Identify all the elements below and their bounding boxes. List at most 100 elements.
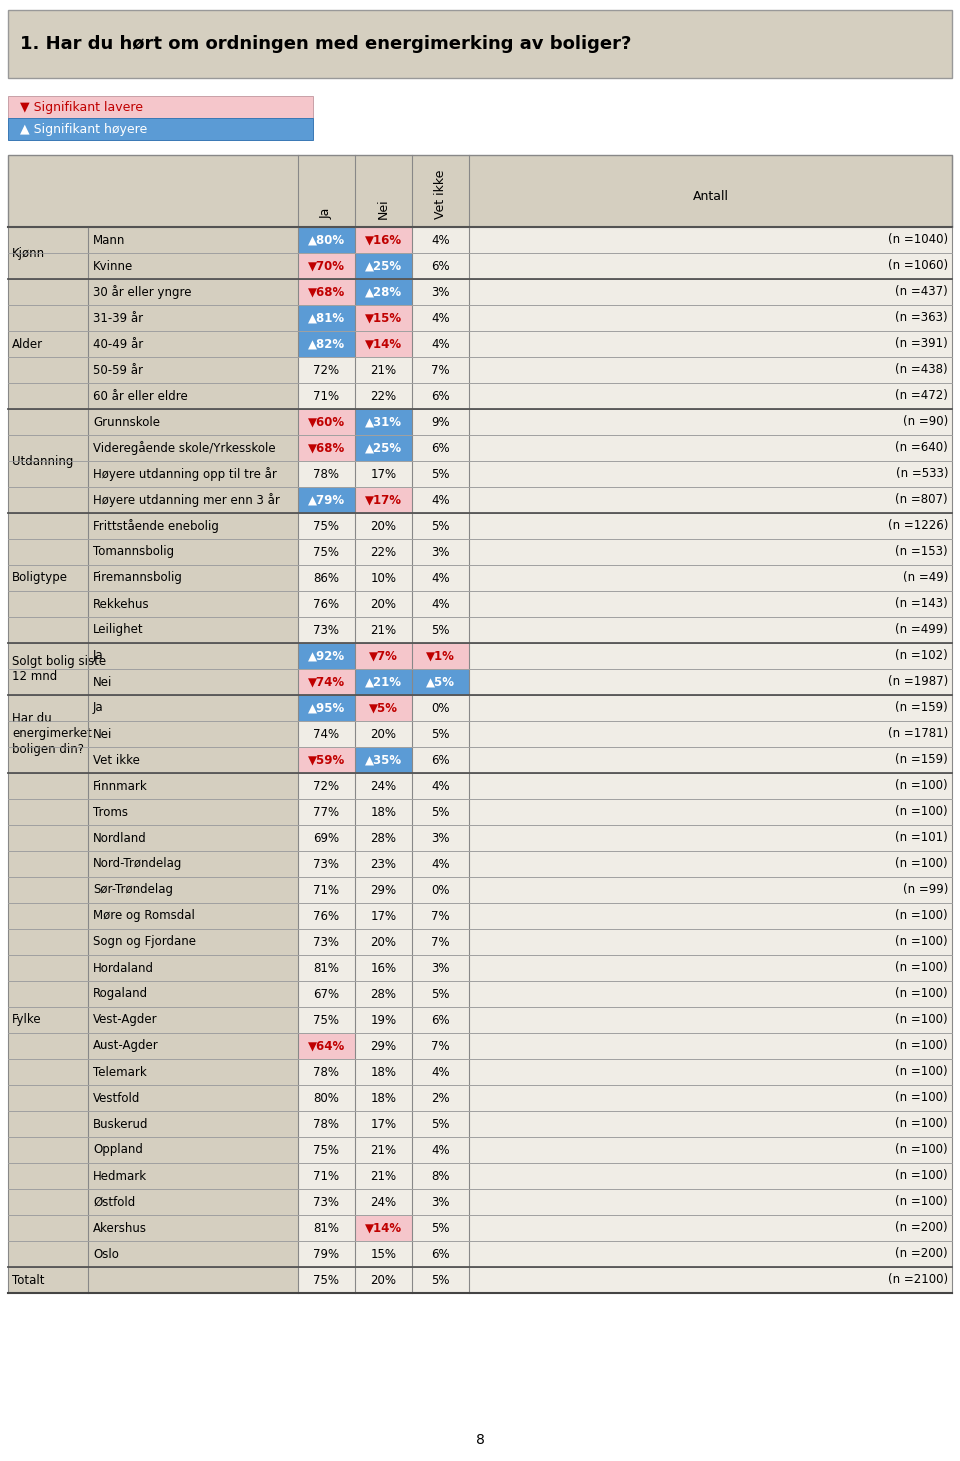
- Text: (n =1781): (n =1781): [888, 728, 948, 741]
- Text: 5%: 5%: [431, 805, 449, 818]
- Bar: [298, 487, 355, 513]
- Bar: [298, 565, 355, 592]
- Text: 71%: 71%: [313, 1169, 340, 1182]
- Bar: [298, 409, 355, 435]
- Bar: [88, 1059, 298, 1086]
- Bar: [8, 929, 88, 955]
- Bar: [298, 720, 355, 747]
- Bar: [469, 1033, 952, 1059]
- Text: 5%: 5%: [431, 468, 449, 481]
- Bar: [298, 643, 355, 669]
- Text: ▲80%: ▲80%: [308, 234, 345, 247]
- Bar: [298, 980, 355, 1007]
- Text: 5%: 5%: [431, 728, 449, 741]
- Bar: [355, 695, 412, 720]
- Bar: [8, 462, 88, 487]
- Text: 22%: 22%: [371, 545, 396, 558]
- Text: (n =1040): (n =1040): [888, 234, 948, 247]
- Text: ▼14%: ▼14%: [365, 1221, 402, 1235]
- Bar: [469, 332, 952, 356]
- Bar: [355, 617, 412, 643]
- Text: (n =100): (n =100): [896, 1065, 948, 1078]
- Bar: [298, 279, 355, 305]
- Bar: [412, 980, 469, 1007]
- Text: Kvinne: Kvinne: [93, 260, 133, 273]
- Text: Oslo: Oslo: [93, 1248, 119, 1261]
- Text: (n =200): (n =200): [896, 1221, 948, 1235]
- Text: (n =102): (n =102): [896, 650, 948, 662]
- Text: 6%: 6%: [431, 260, 450, 273]
- Text: ▼17%: ▼17%: [365, 494, 402, 507]
- Bar: [355, 1137, 412, 1163]
- Bar: [412, 669, 469, 695]
- Text: (n =100): (n =100): [896, 988, 948, 1001]
- Text: 79%: 79%: [313, 1248, 340, 1261]
- Text: Hordaland: Hordaland: [93, 961, 154, 974]
- Bar: [412, 565, 469, 592]
- Bar: [469, 617, 952, 643]
- Bar: [469, 980, 952, 1007]
- Text: Totalt: Totalt: [12, 1274, 44, 1287]
- Bar: [8, 332, 88, 356]
- Text: 81%: 81%: [314, 961, 340, 974]
- Text: (n =363): (n =363): [896, 311, 948, 324]
- Text: 7%: 7%: [431, 364, 450, 377]
- Text: Ja: Ja: [93, 701, 104, 714]
- Text: Høyere utdanning opp til tre år: Høyere utdanning opp til tre år: [93, 468, 276, 481]
- Bar: [412, 877, 469, 903]
- Text: Høyere utdanning mer enn 3 år: Høyere utdanning mer enn 3 år: [93, 492, 280, 507]
- Bar: [8, 409, 88, 435]
- Text: Troms: Troms: [93, 805, 128, 818]
- Text: 7%: 7%: [431, 935, 450, 948]
- Bar: [88, 747, 298, 773]
- Bar: [88, 279, 298, 305]
- Text: 29%: 29%: [371, 884, 396, 897]
- Text: Leilighet: Leilighet: [93, 624, 144, 637]
- Text: 8%: 8%: [431, 1169, 449, 1182]
- Text: 4%: 4%: [431, 858, 450, 871]
- Text: Akershus: Akershus: [93, 1221, 147, 1235]
- Bar: [88, 903, 298, 929]
- Bar: [355, 253, 412, 279]
- Bar: [469, 565, 952, 592]
- Text: 69%: 69%: [313, 831, 340, 844]
- Bar: [412, 1007, 469, 1033]
- Bar: [412, 356, 469, 383]
- Text: 19%: 19%: [371, 1014, 396, 1027]
- Bar: [355, 643, 412, 669]
- Text: ▼7%: ▼7%: [369, 650, 398, 662]
- Text: (n =90): (n =90): [902, 415, 948, 428]
- Bar: [298, 799, 355, 825]
- Text: 6%: 6%: [431, 754, 450, 767]
- Text: (n =99): (n =99): [902, 884, 948, 897]
- Text: (n =100): (n =100): [896, 1014, 948, 1027]
- Text: 77%: 77%: [313, 805, 340, 818]
- Bar: [355, 305, 412, 332]
- Text: (n =472): (n =472): [895, 390, 948, 402]
- Bar: [412, 850, 469, 877]
- Bar: [298, 955, 355, 980]
- Text: ▲92%: ▲92%: [308, 650, 345, 662]
- Text: Solgt bolig siste
12 mnd: Solgt bolig siste 12 mnd: [12, 655, 107, 684]
- Bar: [355, 383, 412, 409]
- Bar: [8, 643, 88, 669]
- Text: Aust-Agder: Aust-Agder: [93, 1039, 158, 1052]
- Bar: [298, 1137, 355, 1163]
- Text: 4%: 4%: [431, 1065, 450, 1078]
- Bar: [88, 305, 298, 332]
- Bar: [8, 253, 88, 279]
- Text: 6%: 6%: [431, 1248, 450, 1261]
- Bar: [8, 955, 88, 980]
- Bar: [298, 332, 355, 356]
- Text: ▼60%: ▼60%: [308, 415, 345, 428]
- Bar: [298, 747, 355, 773]
- Text: ▲81%: ▲81%: [308, 311, 345, 324]
- Bar: [355, 513, 412, 539]
- Bar: [298, 903, 355, 929]
- Bar: [88, 513, 298, 539]
- Bar: [8, 10, 952, 77]
- Text: 5%: 5%: [431, 520, 449, 532]
- Bar: [469, 1137, 952, 1163]
- Bar: [298, 592, 355, 617]
- Text: (n =100): (n =100): [896, 1169, 948, 1182]
